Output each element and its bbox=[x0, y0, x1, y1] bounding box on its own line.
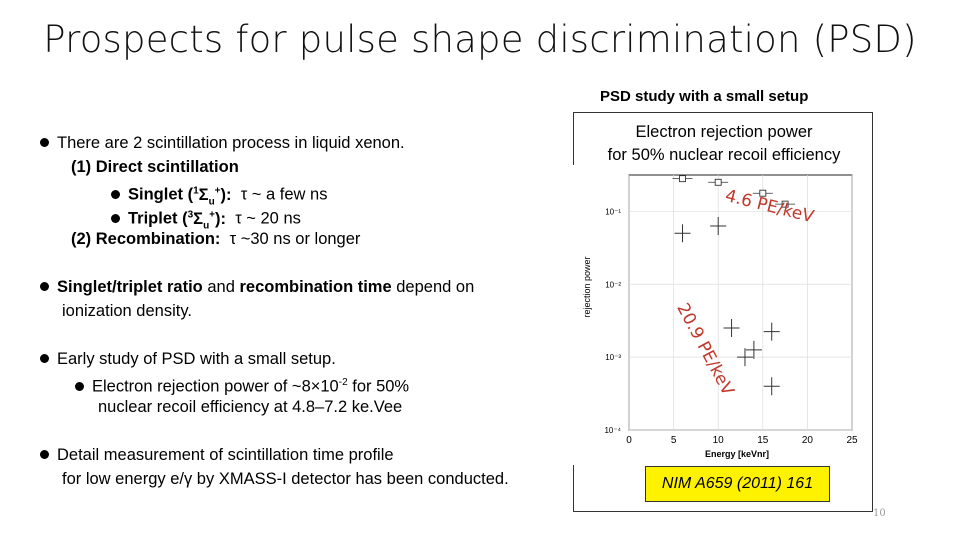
chart-ticks: 0 5 10 15 20 25 10⁻⁴ 10⁻³ 10⁻² 10⁻¹ bbox=[604, 207, 858, 446]
x-tick-label: 0 bbox=[626, 435, 632, 446]
triplet-sigma: Σ bbox=[193, 209, 204, 228]
recombination-item: (2) Recombination: τ ~30 ns or longer bbox=[71, 227, 360, 251]
recombination-label: (2) Recombination: bbox=[71, 230, 221, 248]
chart-grid bbox=[628, 175, 853, 431]
bullet-3-sub-line2: nuclear recoil efficiency at 4.8–7.2 ke.… bbox=[98, 398, 403, 416]
y-tick-label: 10⁻⁴ bbox=[604, 426, 621, 435]
bullet-1-text: There are 2 scintillation process in liq… bbox=[57, 134, 405, 152]
bullet-3: Early study of PSD with a small setup. bbox=[40, 347, 336, 371]
rejection-text: Electron rejection power of ~8×10 bbox=[92, 377, 339, 396]
x-tick-label: 15 bbox=[757, 435, 769, 446]
rejection-power-chart: rejection power Energy [keVnr] 0 5 10 15 20 2… bbox=[572, 165, 872, 465]
and-text: and bbox=[202, 278, 240, 296]
caption-line-1: Electron rejection power bbox=[635, 123, 813, 141]
ratio-text: Singlet/triplet ratio bbox=[57, 278, 203, 296]
rejection-text-b: for 50% bbox=[347, 377, 410, 396]
triplet-tau: τ ~ 20 ns bbox=[235, 209, 301, 228]
bullet-dot bbox=[40, 354, 49, 363]
triplet-item: Triplet (3Σu+): τ ~ 20 ns bbox=[111, 203, 301, 238]
y-tick-label: 10⁻¹ bbox=[605, 207, 621, 216]
bullet-4-text: Detail measurement of scintillation time… bbox=[57, 446, 394, 464]
data-point-square bbox=[759, 189, 767, 197]
bullet-dot bbox=[40, 282, 49, 291]
y-tick-label: 10⁻³ bbox=[605, 353, 621, 362]
chart-ylabel: rejection power bbox=[582, 256, 592, 317]
singlet-item: Singlet (1Σu+): τ ~ a few ns bbox=[111, 179, 327, 214]
recomb-time-text: recombination time bbox=[239, 278, 392, 296]
reference-box: NIM A659 (2011) 161 bbox=[645, 466, 830, 502]
triplet-sup: 3 bbox=[187, 209, 194, 220]
bullet-2-line2: ionization density. bbox=[62, 302, 192, 320]
figure-caption: Electron rejection power for 50% nuclear… bbox=[575, 121, 873, 167]
data-point-square bbox=[679, 175, 686, 183]
bullet-dot bbox=[40, 450, 49, 459]
y-tick-label: 10⁻² bbox=[605, 280, 621, 289]
triplet-sub: u bbox=[203, 219, 210, 231]
rejection-exp: -2 bbox=[338, 377, 348, 388]
bullet-dot bbox=[75, 381, 84, 391]
direct-scintillation-label: (1) Direct scintillation bbox=[71, 158, 239, 176]
x-tick-label: 5 bbox=[671, 435, 677, 446]
bullet-dot bbox=[40, 138, 49, 147]
x-tick-label: 10 bbox=[713, 435, 725, 446]
bullet-3-text: Early study of PSD with a small setup. bbox=[57, 350, 336, 368]
singlet-sub: u bbox=[208, 195, 215, 207]
triplet-close: ): bbox=[215, 209, 227, 228]
singlet-tau: τ ~ a few ns bbox=[240, 185, 328, 204]
caption-line-2: for 50% nuclear recoil efficiency bbox=[607, 146, 841, 164]
bullet-4-line2: for low energy e/γ by XMASS-I detector h… bbox=[62, 470, 509, 488]
depend-text: depend on bbox=[391, 278, 475, 296]
bullet-1: There are 2 scintillation process in liq… bbox=[40, 131, 405, 155]
singlet-sup2: + bbox=[214, 185, 221, 196]
x-tick-label: 20 bbox=[802, 435, 814, 446]
page-number: 10 bbox=[873, 508, 886, 519]
triplet-label: Triplet ( bbox=[128, 209, 188, 228]
recombination-tau: τ ~30 ns or longer bbox=[229, 230, 361, 248]
singlet-label: Singlet ( bbox=[128, 185, 194, 204]
bullet-3-sub: Electron rejection power of ~8×10-2 for … bbox=[75, 371, 409, 399]
bullet-dot bbox=[111, 213, 120, 223]
setup-label: PSD study with a small setup bbox=[600, 88, 809, 105]
data-point-square bbox=[781, 200, 789, 208]
x-tick-label: 25 bbox=[846, 435, 858, 446]
slide-title: Prospects for pulse shape discrimination… bbox=[43, 18, 917, 61]
chart-points bbox=[672, 175, 796, 396]
chart-xlabel: Energy [keVnr] bbox=[705, 449, 769, 459]
bullet-dot bbox=[111, 189, 120, 199]
triplet-sup2: + bbox=[209, 209, 216, 220]
singlet-sup: 1 bbox=[193, 185, 199, 196]
singlet-sigma: Σ bbox=[198, 185, 209, 204]
singlet-close: ): bbox=[220, 185, 232, 204]
bullet-2: Singlet/triplet ratio and recombination … bbox=[40, 275, 474, 299]
data-point-square bbox=[714, 178, 722, 186]
bullet-4: Detail measurement of scintillation time… bbox=[40, 443, 394, 467]
